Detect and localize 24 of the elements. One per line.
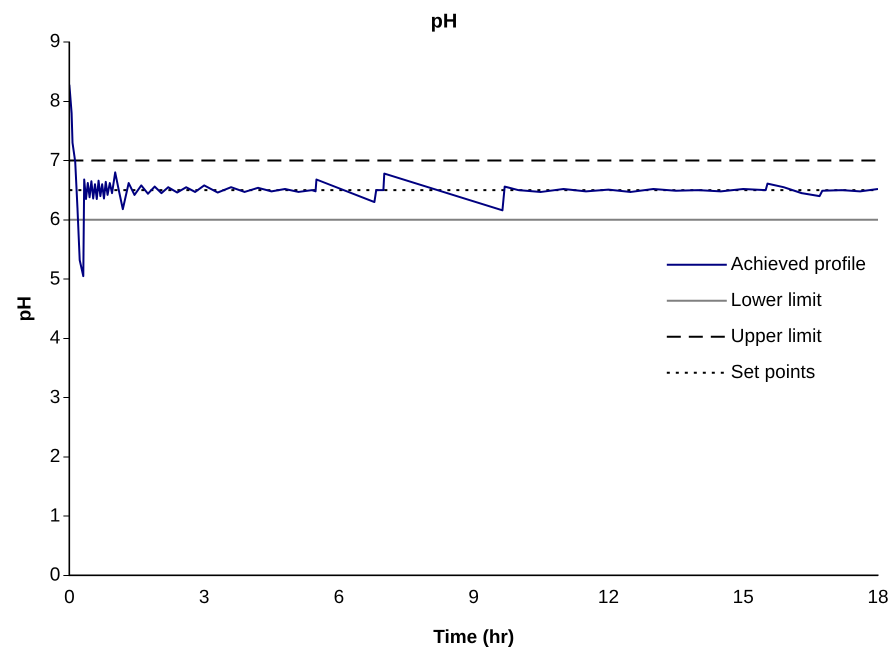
x-tick-label: 18 bbox=[867, 587, 889, 608]
legend-label: Achieved profile bbox=[730, 254, 866, 275]
y-tick-label: 2 bbox=[50, 446, 60, 468]
x-tick-label: 6 bbox=[334, 587, 344, 608]
y-tick-label: 4 bbox=[50, 328, 61, 349]
legend-label: Lower limit bbox=[730, 290, 822, 311]
y-tick-label: 3 bbox=[50, 386, 60, 408]
x-tick-label: 3 bbox=[198, 587, 210, 608]
y-tick-label: 7 bbox=[50, 150, 60, 171]
x-tick-label: 12 bbox=[598, 587, 620, 608]
x-tick-label: 9 bbox=[468, 587, 479, 608]
legend-label: Set points bbox=[730, 362, 816, 383]
x-tick-label: 15 bbox=[732, 587, 754, 608]
x-tick-label: 0 bbox=[64, 587, 75, 608]
y-axis-title: pH bbox=[14, 296, 36, 322]
y-tick-label: 8 bbox=[50, 90, 60, 112]
y-tick-label: 0 bbox=[50, 564, 60, 586]
y-tick-label: 9 bbox=[50, 31, 60, 52]
x-axis-title: Time (hr) bbox=[433, 626, 514, 648]
y-tick-label: 1 bbox=[50, 505, 60, 526]
chart-title: pH bbox=[430, 10, 458, 33]
y-tick-label: 5 bbox=[50, 268, 60, 290]
y-tick-label: 6 bbox=[50, 209, 60, 230]
legend-label: Upper limit bbox=[730, 326, 822, 347]
